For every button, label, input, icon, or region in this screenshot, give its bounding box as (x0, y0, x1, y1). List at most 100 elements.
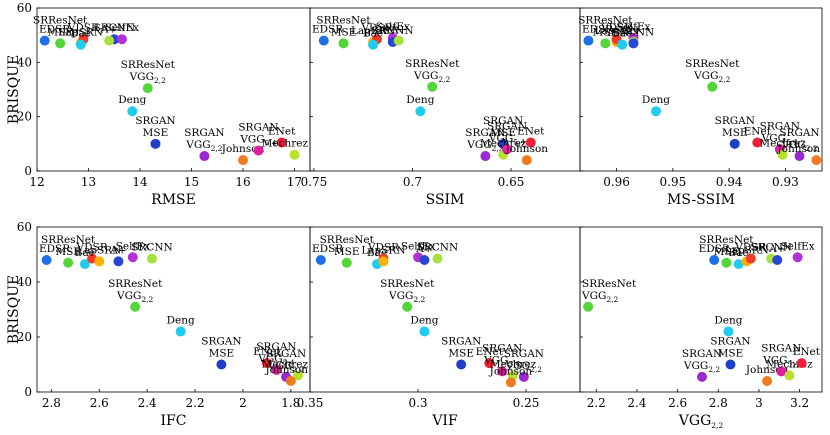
point-label-vdsr: VDSR (76, 242, 109, 254)
point-srresnet-mse (55, 38, 66, 49)
point-label-enet: ENet (517, 125, 545, 137)
point-deng (419, 326, 430, 337)
point-label-srgan-vgg2-2: SRGAN VGG2,2 (682, 348, 722, 374)
point-bae (617, 39, 628, 50)
point-srresnet-vgg2-2 (427, 81, 438, 92)
x-tick-label: 0.95 (660, 175, 687, 189)
point-label-lapsrn: LapSRN (594, 25, 638, 37)
x-tick-label: 0.94 (716, 175, 743, 189)
point-label-srresnet-vgg2-2: SRResNet VGG2,2 (405, 58, 460, 84)
point-label-srcnn: SRCNN (750, 242, 792, 254)
point-selfex (116, 34, 127, 45)
point-label-deng: Deng (167, 315, 195, 327)
point-label-srresnet-vgg2-2: SRResNet VGG2,2 (380, 278, 435, 304)
x-tick-label: 3.2 (790, 396, 809, 410)
x-axis-label: SSIM (426, 192, 465, 208)
point-a (419, 255, 430, 265)
point-enet (796, 358, 807, 369)
x-tick-label: 0.25 (513, 396, 540, 410)
point-label-srgan-vgg5-4: SRGAN VGG5,4 (761, 342, 801, 368)
point-label-selfex: SelfEx (376, 21, 410, 33)
point-label-srgan-mse: SRGAN MSE (201, 336, 241, 360)
point-enet (276, 137, 287, 148)
point-srresnet-vgg2-2 (130, 301, 141, 312)
point-label-johnson: Johnson (776, 143, 820, 155)
point-johnson (521, 155, 532, 166)
point-enet (261, 358, 272, 369)
point-label-johnson: Johnson (264, 364, 308, 376)
point-johnson (285, 376, 296, 386)
point-label-lapsrn: LapSRN (361, 244, 405, 256)
x-tick-label: 0.7 (403, 175, 422, 189)
point-label-deng: Deng (406, 94, 434, 106)
point-johnson (811, 155, 822, 166)
point-label-srgan-vgg2-2: SRGAN VGG2,2 (266, 348, 306, 374)
point-label-a: A+ (415, 243, 432, 255)
point-srgan-vgg5-4 (776, 366, 787, 377)
point-label-srgan-mse: SRGAN MSE (441, 336, 481, 360)
x-tick-label: 2.2 (587, 396, 606, 410)
x-axis-label: VIF (431, 413, 458, 429)
point-srgan-vgg5-4 (502, 144, 513, 155)
point-label-a: A+ (389, 24, 406, 36)
point-srgan-mse (216, 359, 227, 370)
point-label-johnson: Johnson (505, 143, 549, 155)
point-lapsrn (94, 256, 105, 267)
point-deng (723, 326, 734, 337)
point-srgan-mse (729, 138, 740, 149)
x-tick-label: 2.2 (186, 396, 205, 410)
point-label-deng: Deng (642, 94, 670, 106)
point-label-bae: Bae (729, 247, 749, 259)
point-a (104, 35, 115, 46)
point-label-srcnn: SRCNN (417, 242, 459, 254)
point-label-lapsrn: LapSRN (59, 26, 103, 38)
point-label-srresnet-mse: SRResNet MSE (316, 14, 371, 38)
point-label-srgan-mse: SRGAN MSE (483, 115, 523, 139)
point-bae (368, 39, 379, 50)
x-tick-label: 2.8 (42, 396, 61, 410)
y-tick-label: 40 (17, 275, 32, 289)
point-label-srgan-mse: SRGAN MSE (715, 115, 755, 139)
panel-ifc: 2.8 2.6 2.4 2.2 2 1.80204060IFCBRISQUEEDSRSRR… (6, 220, 311, 429)
point-label-vdsr: VDSR (67, 22, 100, 34)
point-label-deng: Deng (410, 315, 438, 327)
y-tick-label: 60 (17, 220, 32, 234)
point-srcnn (146, 253, 157, 264)
x-tick-label: 2.6 (668, 396, 687, 410)
point-bae (75, 39, 86, 50)
point-label-selfex: SelfEx (105, 22, 139, 34)
point-srcnn (628, 38, 639, 49)
y-tick-label: 60 (17, 1, 32, 15)
point-bae (79, 259, 90, 270)
point-bae (733, 259, 744, 270)
point-srgan-mse (150, 138, 161, 149)
point-srgan-vgg5-4 (253, 145, 264, 156)
x-tick-label: 2.4 (627, 396, 646, 410)
point-label-enet: ENet (476, 346, 504, 358)
point-label-srresnet-vgg2-2: SRResNet VGG2,2 (685, 58, 740, 84)
point-label-edsr: EDSR (39, 243, 71, 255)
x-tick-label: 0.96 (603, 175, 630, 189)
point-label-a: A+ (768, 243, 785, 255)
point-edsr (318, 35, 329, 46)
point-label-srcnn: SRCNN (372, 25, 414, 37)
point-vdsr (745, 253, 756, 264)
point-srresnet-vgg2-2 (583, 301, 594, 312)
x-tick-label: 17 (287, 175, 302, 189)
point-label-srgan-mse: SRGAN MSE (135, 115, 175, 139)
point-label-lapsrn: LapSRN (77, 244, 121, 256)
point-label-mechrez: Mechrez (262, 359, 309, 371)
point-label-selfex: SelfEx (401, 240, 435, 252)
point-deng (650, 106, 661, 117)
x-tick-label: 0.3 (408, 396, 427, 410)
point-label-edsr: EDSR (312, 243, 344, 255)
point-mechrez (289, 149, 300, 160)
y-tick-label: 0 (24, 164, 32, 178)
point-label-mechrez: Mechrez (490, 359, 537, 371)
point-label-srcnn: SRCNN (613, 26, 655, 38)
y-tick-label: 20 (17, 110, 32, 124)
point-label-lapsrn: LapSRN (725, 244, 769, 256)
point-label-vdsr: VDSR (360, 22, 393, 34)
